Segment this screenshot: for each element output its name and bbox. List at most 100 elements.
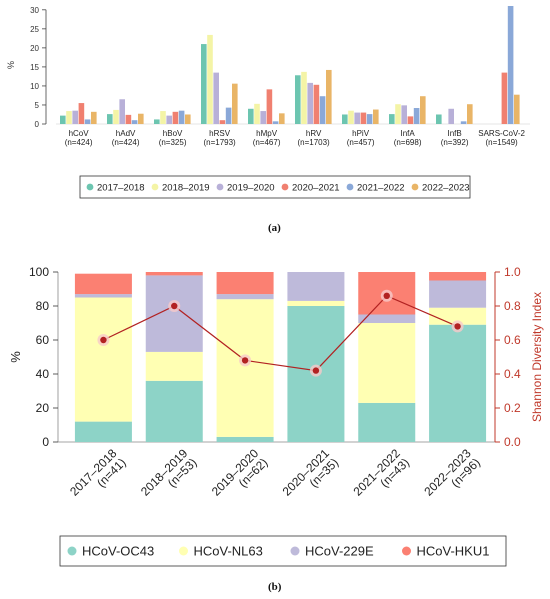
legend-label: 2020–2021 [292, 183, 340, 194]
y2-tick-label: 0.4 [504, 367, 521, 381]
stacked-bar-segment [216, 294, 274, 300]
stacked-bar-segment [216, 436, 274, 442]
diversity-line [103, 295, 458, 372]
legend-label: 2018–2019 [162, 183, 210, 194]
bar [172, 111, 179, 124]
panel-label-b: (b) [268, 581, 282, 593]
legend-label: HCoV-229E [305, 544, 374, 559]
legend-label: 2017–2018 [97, 183, 145, 194]
bar [248, 108, 254, 124]
bar [514, 94, 520, 124]
bar [326, 69, 332, 124]
bar [407, 116, 414, 124]
legend-label: 2022–2023 [422, 183, 470, 194]
legend-marker [281, 183, 289, 191]
bar [154, 119, 160, 124]
legend-label: HCoV-HKU1 [417, 544, 490, 559]
bar [360, 112, 367, 124]
y2-tick-label: 0.0 [504, 435, 521, 449]
x-tick-label: 2017–2018(n=41) [67, 446, 129, 508]
y-tick-label: 0 [42, 435, 49, 449]
y2-tick-label: 0.6 [504, 333, 521, 347]
bar [401, 105, 407, 124]
x-tick-label: 2021–2022(n=43) [350, 446, 412, 508]
bar [107, 114, 113, 124]
bar [84, 119, 91, 124]
stacked-bar-segment [429, 272, 487, 281]
bar [266, 89, 273, 124]
bar [279, 113, 285, 124]
x-tick-label: hRSV (n=1793) [203, 129, 236, 147]
y-axis-label: % [8, 351, 23, 363]
legend-marker [290, 546, 300, 556]
bar [460, 121, 467, 124]
bar [125, 114, 132, 124]
bar [373, 109, 379, 124]
legend-marker [151, 183, 159, 191]
stacked-bar-segment [145, 351, 203, 381]
bar [448, 108, 454, 124]
bar [254, 103, 260, 124]
y-tick-label: 20 [36, 401, 50, 415]
y-tick-label: 5 [35, 101, 40, 110]
legend-marker [179, 546, 188, 556]
bar [395, 104, 401, 124]
stacked-bar-segment [74, 294, 132, 298]
bar [219, 120, 226, 124]
bar [420, 96, 426, 124]
legend-marker [86, 183, 94, 191]
y-tick-label: 60 [36, 333, 50, 347]
legend-label: HCoV-NL63 [194, 544, 263, 559]
stacked-bar-segment [74, 273, 132, 295]
y-axis-label: % [6, 61, 16, 69]
panel-label-a: (a) [268, 222, 281, 234]
bar [313, 84, 320, 124]
bar [66, 111, 72, 124]
stacked-bar-segment [358, 314, 416, 323]
legend-label: 2021–2022 [357, 183, 405, 194]
bar [436, 114, 442, 124]
bar [467, 104, 473, 124]
stacked-bar-segment [287, 300, 345, 306]
legend-marker [411, 183, 419, 191]
bar [342, 114, 348, 124]
y-tick-label: 80 [36, 299, 50, 313]
y-tick-label: 0 [35, 120, 40, 129]
bar [389, 114, 395, 124]
bar [91, 111, 97, 124]
bar [60, 115, 66, 124]
bar [185, 114, 191, 124]
bar [138, 113, 144, 124]
bar [301, 71, 307, 124]
y-tick-label: 20 [30, 44, 39, 53]
x-tick-label: 2019–2020(n=62) [209, 446, 271, 508]
stacked-bar-segment [74, 297, 132, 422]
bar [225, 107, 232, 124]
bar [507, 6, 514, 124]
bar [201, 44, 207, 125]
legend-box [59, 535, 507, 567]
y2-tick-label: 0.2 [504, 401, 521, 415]
x-tick-label: 2020–2021(n=35) [280, 446, 342, 508]
x-tick-label: hAdV (n=424) [112, 129, 140, 147]
x-tick-label: hBoV (n=325) [159, 129, 187, 147]
legend-marker [216, 183, 224, 191]
y2-tick-label: 1.0 [504, 265, 521, 279]
bar [354, 112, 360, 124]
y2-tick-label: 0.8 [504, 299, 521, 313]
legend-box [79, 175, 471, 199]
bar [113, 109, 119, 124]
diversity-point [241, 357, 249, 364]
bar [501, 72, 508, 124]
stacked-bar-segment [145, 275, 203, 352]
bar [160, 111, 166, 124]
bar [131, 120, 138, 124]
stacked-bar-segment [145, 380, 203, 442]
chart-b: 0 20 40 60 80 100% 0.0 0.2 0.4 0.6 0.8 1.0 Shannon D… [8, 265, 544, 567]
chart-a: 0 5 10 15 20 25 30% hCoV (n=424) hAdV (n=424) hBoV(… [6, 6, 530, 199]
diversity-point [312, 367, 320, 374]
x-tick-label: 2022–2023(n=96) [421, 446, 483, 508]
bar [348, 110, 354, 124]
diversity-point [383, 292, 390, 299]
